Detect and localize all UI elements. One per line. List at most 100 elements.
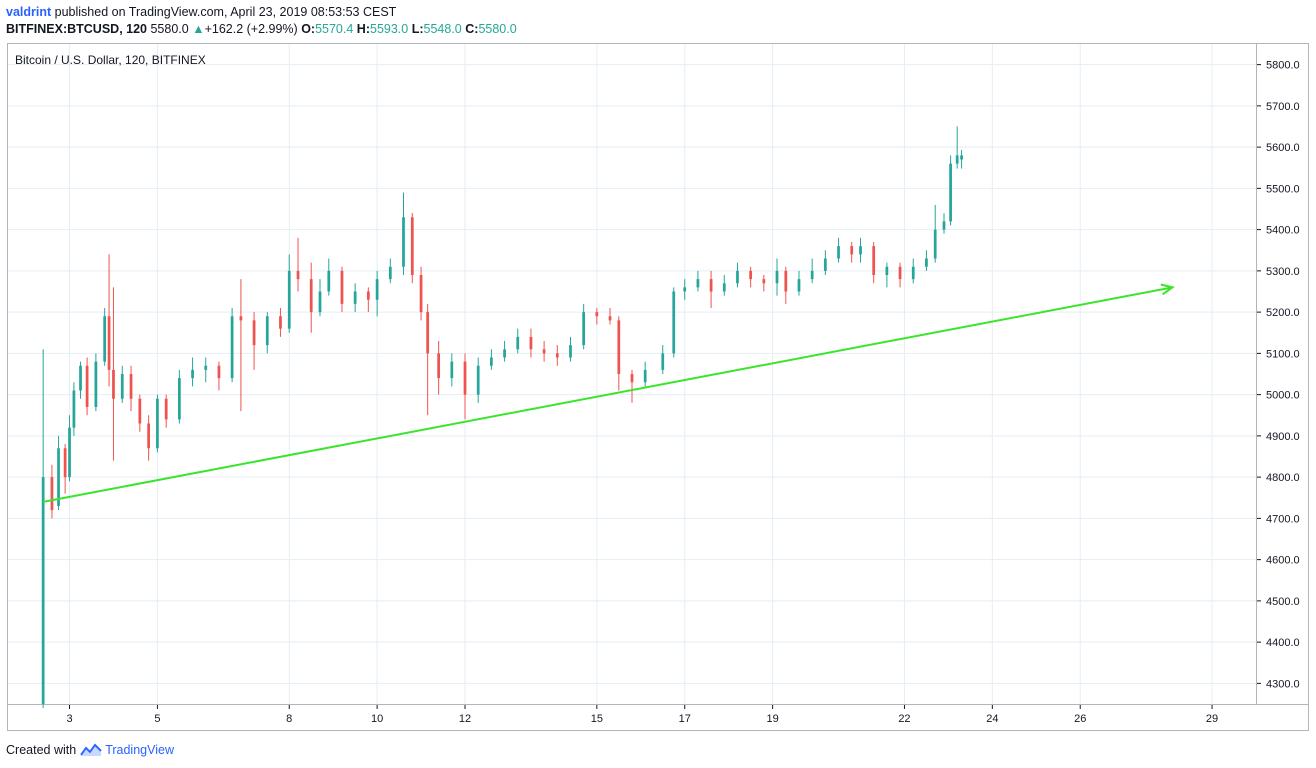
symbol-label: BITFINEX:BTCUSD, 120 xyxy=(6,22,147,36)
candle xyxy=(709,270,713,308)
candle xyxy=(837,237,840,263)
candle-body xyxy=(672,291,676,354)
candle xyxy=(683,279,687,300)
candle xyxy=(164,394,168,428)
price-tick-label: 5300.0 xyxy=(1266,266,1300,278)
candle-body xyxy=(138,398,142,424)
candle-body xyxy=(178,378,181,420)
candle-body xyxy=(872,246,876,275)
candle xyxy=(503,341,506,362)
candle-body xyxy=(204,365,208,370)
candle xyxy=(318,279,322,317)
candle xyxy=(775,258,779,296)
candle xyxy=(898,262,902,288)
candle-body xyxy=(661,353,665,370)
candle xyxy=(217,361,221,391)
candle-body xyxy=(129,374,133,399)
candle-body xyxy=(643,369,647,383)
candle xyxy=(94,353,98,412)
candle xyxy=(569,336,572,362)
candle-body xyxy=(217,365,221,379)
candle xyxy=(41,349,45,709)
candle-body xyxy=(476,365,480,395)
candle-body xyxy=(340,270,344,304)
candle-body xyxy=(79,365,82,391)
open-label: O: xyxy=(301,22,316,36)
author-link[interactable]: valdrint xyxy=(6,5,52,19)
price-tick-label: 4500.0 xyxy=(1266,596,1300,608)
candle xyxy=(555,345,559,366)
candle xyxy=(850,242,854,263)
candle-body xyxy=(529,336,533,350)
candle xyxy=(450,353,454,387)
candle-body xyxy=(41,477,45,704)
candle-body xyxy=(103,316,107,362)
price-axis[interactable] xyxy=(1257,43,1309,705)
candle-body xyxy=(296,270,300,280)
candle-body xyxy=(68,427,71,478)
candle xyxy=(419,266,423,321)
candle-body xyxy=(762,279,766,284)
candle-body xyxy=(402,217,405,267)
candle-body xyxy=(823,258,827,271)
price-tick-label: 4300.0 xyxy=(1266,678,1300,690)
candle xyxy=(68,415,71,482)
high-label: H: xyxy=(356,22,370,36)
price-tick-label: 5600.0 xyxy=(1266,142,1300,154)
candle-body xyxy=(749,270,753,280)
trendline-group xyxy=(42,287,1172,503)
candle xyxy=(296,237,300,292)
candle xyxy=(608,308,612,325)
candle xyxy=(490,349,493,370)
candle xyxy=(749,266,753,288)
candle-body xyxy=(722,283,726,292)
candle-body xyxy=(709,279,713,292)
candle-body xyxy=(353,291,357,304)
candle-body xyxy=(775,270,779,284)
candle-body xyxy=(555,353,559,358)
candle-body xyxy=(617,320,621,374)
candle-body xyxy=(72,390,76,428)
candle-body xyxy=(542,349,546,354)
candle-body xyxy=(426,312,430,354)
candle xyxy=(476,357,480,403)
candle xyxy=(120,365,124,403)
candle xyxy=(529,328,533,358)
candle xyxy=(643,361,647,387)
candle-body xyxy=(463,361,467,395)
candle-body xyxy=(898,266,902,280)
candle xyxy=(672,287,676,358)
candle xyxy=(265,312,269,354)
grid-lines xyxy=(8,44,1256,704)
candle xyxy=(57,435,60,511)
candle xyxy=(661,345,665,374)
candle xyxy=(366,287,370,313)
candle xyxy=(178,369,181,424)
candle-body xyxy=(287,270,291,329)
candle-body xyxy=(503,349,506,358)
candle-body xyxy=(239,316,243,321)
candle-body xyxy=(156,398,159,449)
candle-body xyxy=(410,217,414,275)
candle-body xyxy=(437,353,441,379)
candle-body xyxy=(490,357,493,366)
candle xyxy=(542,341,546,362)
tradingview-link[interactable]: TradingView xyxy=(105,743,174,757)
candle-body xyxy=(94,361,98,407)
low-label: L: xyxy=(411,22,424,36)
chart-pane[interactable] xyxy=(7,43,1257,705)
candle xyxy=(156,394,159,453)
price-tick-label: 5500.0 xyxy=(1266,183,1300,195)
tradingview-logo-icon xyxy=(80,743,102,756)
candle-body xyxy=(85,365,89,407)
candle xyxy=(823,250,827,275)
trendline-arrow xyxy=(42,287,1172,503)
candle xyxy=(595,308,599,325)
candle-body xyxy=(595,312,599,317)
candle-body xyxy=(318,291,322,313)
candle xyxy=(112,287,115,461)
time-axis[interactable] xyxy=(7,705,1309,731)
time-tick-label: 15 xyxy=(591,713,603,725)
close-label: C: xyxy=(465,22,479,36)
price-change: +162.2 (+2.99%) xyxy=(204,22,298,36)
